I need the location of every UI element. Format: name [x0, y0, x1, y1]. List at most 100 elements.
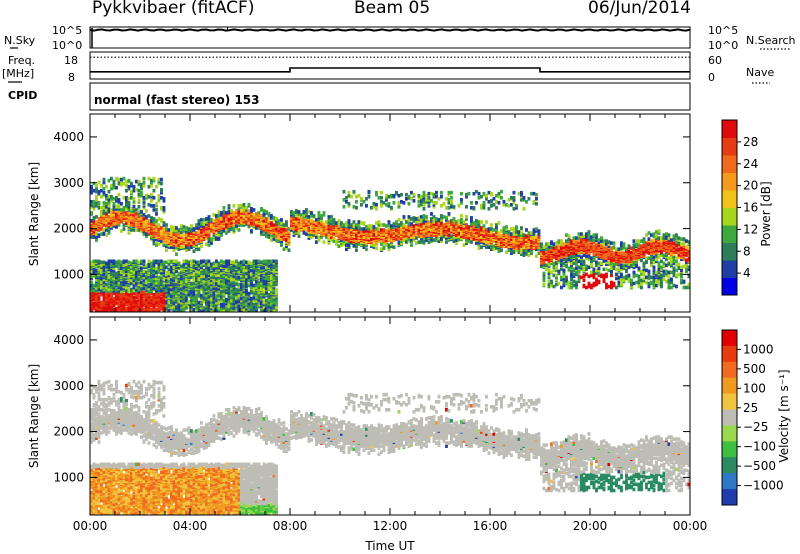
heat-cell	[100, 261, 103, 265]
heat-cell	[245, 289, 248, 293]
freq-tick-top: 18	[64, 54, 78, 67]
heat-cell	[360, 227, 363, 231]
heat-cell	[103, 191, 106, 195]
heat-cell	[185, 226, 188, 230]
heat-cell	[430, 212, 433, 216]
nsky-tick-top: 10^5	[52, 24, 82, 37]
heat-cell	[165, 227, 168, 231]
heat-cell	[403, 215, 406, 219]
cpid-text: normal (fast stereo) 153	[94, 93, 260, 107]
heat-cell	[150, 199, 153, 203]
heat-cell	[370, 206, 373, 210]
freq-panel: 18 8 60 0	[64, 52, 722, 84]
heat-cell	[365, 204, 368, 208]
heat-cell	[158, 276, 161, 280]
heat-cell	[188, 227, 191, 231]
heat-cell	[115, 196, 118, 200]
heat-cell	[175, 275, 178, 279]
heat-cell	[263, 300, 266, 304]
heat-cell	[433, 238, 436, 242]
heat-cell	[150, 184, 153, 188]
heat-cell	[410, 197, 413, 201]
heat-cell	[390, 224, 393, 228]
heat-cell	[100, 301, 103, 305]
heat-cell	[118, 210, 121, 214]
heat-cell	[408, 215, 411, 219]
heat-cell	[165, 261, 168, 265]
heat-cell	[143, 270, 146, 274]
heat-cell	[160, 260, 163, 264]
heat-cell	[245, 281, 248, 285]
heat-cell	[188, 290, 191, 294]
heat-cell	[435, 221, 438, 225]
heat-cell	[190, 294, 193, 298]
heat-cell	[395, 191, 398, 195]
heat-cell	[305, 208, 308, 212]
heat-cell	[190, 276, 193, 280]
heat-cell	[193, 273, 196, 277]
heat-cell	[405, 193, 408, 197]
heat-cell	[410, 222, 413, 226]
heat-cell	[123, 293, 126, 297]
heat-cell	[108, 195, 111, 199]
heat-cell	[175, 260, 178, 264]
heat-cell	[243, 203, 246, 207]
heat-cell	[315, 218, 318, 222]
nave-tick-bottom: 0	[708, 71, 715, 84]
heat-cell	[175, 226, 178, 230]
heat-cell	[288, 248, 291, 252]
heat-cell	[160, 182, 163, 186]
heat-cell	[440, 221, 443, 225]
heat-cell	[128, 261, 131, 265]
heat-cell	[440, 204, 443, 208]
heat-cell	[253, 208, 256, 212]
heat-cell	[115, 205, 118, 209]
heat-cell	[355, 248, 358, 252]
heat-cell	[425, 222, 428, 226]
heat-cell	[375, 246, 378, 250]
power-panel: 1000200030004000 Slant Range [km]	[27, 114, 690, 313]
heat-cell	[123, 227, 126, 231]
heat-cell	[163, 227, 166, 231]
heat-cell	[383, 201, 386, 205]
heat-cell	[318, 235, 321, 239]
heat-cell	[368, 195, 371, 199]
freq-label: Freq.	[8, 54, 35, 67]
heat-cell	[205, 217, 208, 221]
heat-cell	[395, 220, 398, 224]
heat-cell	[173, 226, 176, 230]
heat-cell	[358, 194, 361, 198]
heat-cell	[270, 214, 273, 218]
heat-cell	[170, 266, 173, 270]
heat-cell	[373, 202, 376, 206]
heat-cell	[185, 245, 188, 249]
heat-cell	[173, 260, 176, 264]
heat-cell	[408, 202, 411, 206]
heat-cell	[228, 210, 231, 214]
heat-cell	[428, 196, 431, 200]
heat-cell	[133, 260, 136, 264]
heat-cell	[120, 178, 123, 182]
heat-cell	[375, 191, 378, 195]
heat-cell	[358, 220, 361, 224]
heat-cell	[228, 260, 231, 264]
heat-cell	[270, 221, 273, 225]
heat-cell	[98, 206, 101, 210]
heat-cell	[183, 260, 186, 264]
heat-cell	[143, 308, 146, 312]
heat-cell	[215, 260, 218, 264]
heat-cell	[110, 208, 113, 212]
heat-cell	[145, 271, 148, 275]
heat-cell	[258, 260, 261, 264]
heat-cell	[205, 242, 208, 246]
heat-cell	[275, 306, 278, 310]
heat-cell	[405, 197, 408, 201]
heat-cell	[158, 270, 161, 274]
heat-cell	[153, 293, 156, 297]
heat-cell	[115, 261, 118, 265]
heat-cell	[145, 215, 148, 219]
heat-cell	[415, 232, 418, 236]
cpid-panel: normal (fast stereo) 153	[90, 83, 690, 110]
heat-cell	[103, 293, 106, 297]
heat-cell	[125, 281, 128, 285]
